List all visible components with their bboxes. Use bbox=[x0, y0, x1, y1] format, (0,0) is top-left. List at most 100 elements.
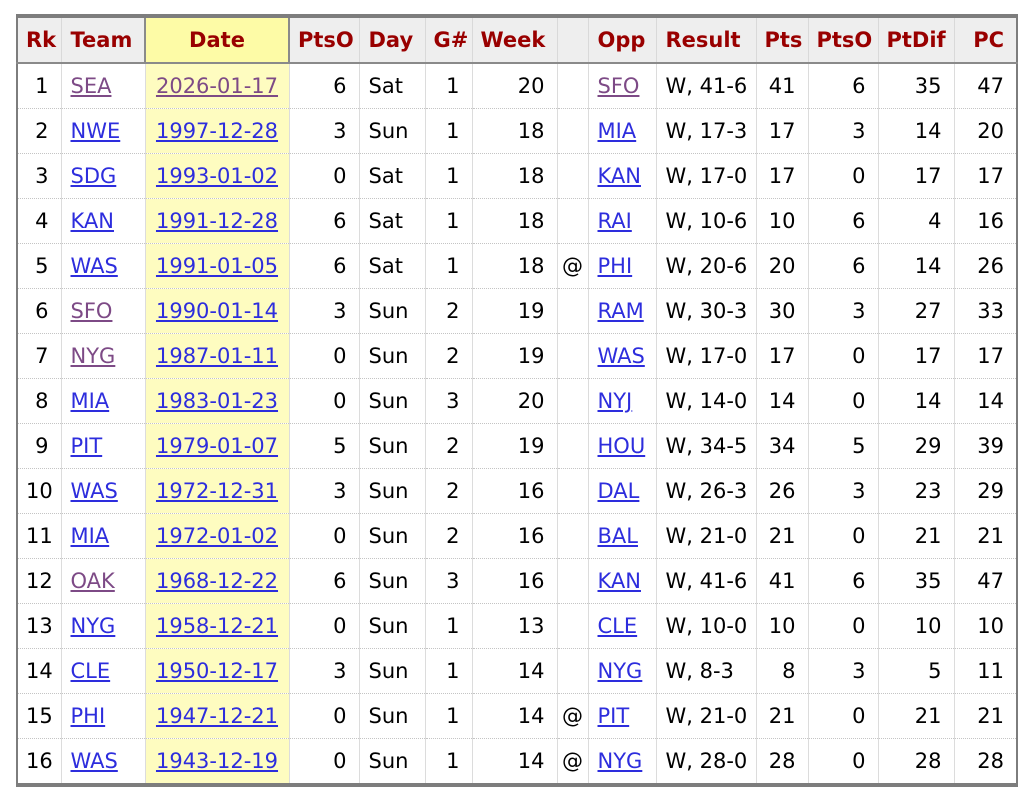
column-header-team[interactable]: Team bbox=[61, 16, 146, 64]
date-link[interactable]: 2026-01-17 bbox=[155, 74, 279, 98]
week-cell: 16 bbox=[472, 468, 558, 514]
column-header-ptdif[interactable]: PtDif bbox=[878, 16, 955, 64]
pts-cell: 20 bbox=[756, 243, 809, 289]
column-header-gnum[interactable]: G# bbox=[425, 16, 473, 64]
team-link[interactable]: OAK bbox=[70, 569, 115, 593]
team-link[interactable]: CLE bbox=[70, 659, 111, 683]
team-cell: MIA bbox=[61, 378, 146, 424]
opp-link[interactable]: KAN bbox=[597, 164, 641, 188]
opp-link[interactable]: NYG bbox=[597, 749, 643, 773]
date-cell: 1972-12-31 bbox=[145, 468, 290, 514]
date-cell: 1987-01-11 bbox=[145, 333, 290, 379]
day-cell: Sun bbox=[359, 558, 426, 604]
opp-cell: RAI bbox=[588, 198, 657, 244]
opp-link[interactable]: PHI bbox=[597, 254, 633, 278]
team-cell: NYG bbox=[61, 333, 146, 379]
team-cell: NWE bbox=[61, 108, 146, 154]
pts-cell: 28 bbox=[756, 738, 809, 785]
team-link[interactable]: SDG bbox=[70, 164, 117, 188]
opp-link[interactable]: NYJ bbox=[597, 389, 633, 413]
team-link[interactable]: WAS bbox=[70, 749, 118, 773]
team-link[interactable]: WAS bbox=[70, 254, 118, 278]
column-header-opp[interactable]: Opp bbox=[588, 16, 657, 64]
team-link[interactable]: KAN bbox=[70, 209, 114, 233]
opp-link[interactable]: MIA bbox=[597, 119, 637, 143]
gnum-cell: 2 bbox=[425, 423, 473, 469]
date-link[interactable]: 1968-12-22 bbox=[155, 569, 279, 593]
date-cell: 1958-12-21 bbox=[145, 603, 290, 649]
team-link[interactable]: WAS bbox=[70, 479, 118, 503]
rk-cell: 2 bbox=[17, 108, 62, 154]
date-link[interactable]: 1990-01-14 bbox=[155, 299, 279, 323]
date-link[interactable]: 1993-01-02 bbox=[155, 164, 279, 188]
date-link[interactable]: 1972-12-31 bbox=[155, 479, 279, 503]
date-link[interactable]: 1991-01-05 bbox=[155, 254, 279, 278]
date-link[interactable]: 1997-12-28 bbox=[155, 119, 279, 143]
team-link[interactable]: SFO bbox=[70, 299, 113, 323]
opp-link[interactable]: RAI bbox=[597, 209, 632, 233]
team-link[interactable]: MIA bbox=[70, 524, 110, 548]
opp-link[interactable]: CLE bbox=[597, 614, 638, 638]
date-link[interactable]: 1979-01-07 bbox=[155, 434, 279, 458]
rk-cell: 13 bbox=[17, 603, 62, 649]
opp-link[interactable]: SFO bbox=[597, 74, 640, 98]
team-link[interactable]: MIA bbox=[70, 389, 110, 413]
team-link[interactable]: PIT bbox=[70, 434, 103, 458]
date-link[interactable]: 1943-12-19 bbox=[155, 749, 279, 773]
ptdif-cell: 27 bbox=[878, 288, 955, 334]
rk-cell: 10 bbox=[17, 468, 62, 514]
team-link[interactable]: NWE bbox=[70, 119, 121, 143]
opp-link[interactable]: RAM bbox=[597, 299, 644, 323]
team-link[interactable]: NYG bbox=[70, 614, 116, 638]
opp-link[interactable]: KAN bbox=[597, 569, 641, 593]
opp-link[interactable]: PIT bbox=[597, 704, 630, 728]
opp-cell: CLE bbox=[588, 603, 657, 649]
column-header-day[interactable]: Day bbox=[359, 16, 426, 64]
pc-cell: 14 bbox=[954, 378, 1017, 424]
date-link[interactable]: 1950-12-17 bbox=[155, 659, 279, 683]
column-header-result[interactable]: Result bbox=[656, 16, 757, 64]
team-link[interactable]: NYG bbox=[70, 344, 116, 368]
column-header-pc[interactable]: PC bbox=[954, 16, 1017, 64]
day-cell: Sun bbox=[359, 468, 426, 514]
column-header-date[interactable]: Date bbox=[144, 15, 290, 64]
ptso2-cell: 3 bbox=[808, 648, 879, 694]
date-cell: 1991-12-28 bbox=[145, 198, 290, 244]
table-row: 11 MIA 1972-01-02 0 Sun 2 16 BAL W, 21-0 21 0 21 21 bbox=[17, 513, 1017, 559]
ptso1-cell: 6 bbox=[289, 558, 360, 604]
opp-link[interactable]: DAL bbox=[597, 479, 640, 503]
opp-cell: WAS bbox=[588, 333, 657, 379]
column-header-at[interactable] bbox=[557, 16, 589, 64]
date-link[interactable]: 1947-12-21 bbox=[155, 704, 279, 728]
date-link[interactable]: 1987-01-11 bbox=[155, 344, 279, 368]
column-header-pts[interactable]: Pts bbox=[756, 16, 809, 64]
date-link[interactable]: 1972-01-02 bbox=[155, 524, 279, 548]
date-link[interactable]: 1983-01-23 bbox=[155, 389, 279, 413]
opp-link[interactable]: WAS bbox=[597, 344, 645, 368]
pts-cell: 30 bbox=[756, 288, 809, 334]
team-cell: MIA bbox=[61, 513, 146, 559]
at-cell bbox=[557, 63, 589, 109]
day-cell: Sat bbox=[359, 198, 426, 244]
date-link[interactable]: 1958-12-21 bbox=[155, 614, 279, 638]
week-cell: 14 bbox=[472, 738, 558, 785]
result-cell: W, 21-0 bbox=[656, 693, 757, 739]
team-link[interactable]: SEA bbox=[70, 74, 112, 98]
column-header-week[interactable]: Week bbox=[472, 16, 558, 64]
pts-cell: 26 bbox=[756, 468, 809, 514]
date-link[interactable]: 1991-12-28 bbox=[155, 209, 279, 233]
rk-cell: 9 bbox=[17, 423, 62, 469]
column-header-ptso1[interactable]: PtsO bbox=[289, 16, 360, 64]
column-header-rk[interactable]: Rk bbox=[17, 16, 62, 64]
opp-link[interactable]: HOU bbox=[597, 434, 646, 458]
team-link[interactable]: PHI bbox=[70, 704, 106, 728]
opp-link[interactable]: NYG bbox=[597, 659, 643, 683]
date-cell: 1997-12-28 bbox=[145, 108, 290, 154]
ptdif-cell: 10 bbox=[878, 603, 955, 649]
opp-link[interactable]: BAL bbox=[597, 524, 638, 548]
ptso1-cell: 0 bbox=[289, 333, 360, 379]
table-row: 3 SDG 1993-01-02 0 Sat 1 18 KAN W, 17-0 17 0 17 17 bbox=[17, 153, 1017, 199]
team-cell: SFO bbox=[61, 288, 146, 334]
column-header-ptso2[interactable]: PtsO bbox=[808, 16, 879, 64]
ptso2-cell: 3 bbox=[808, 108, 879, 154]
